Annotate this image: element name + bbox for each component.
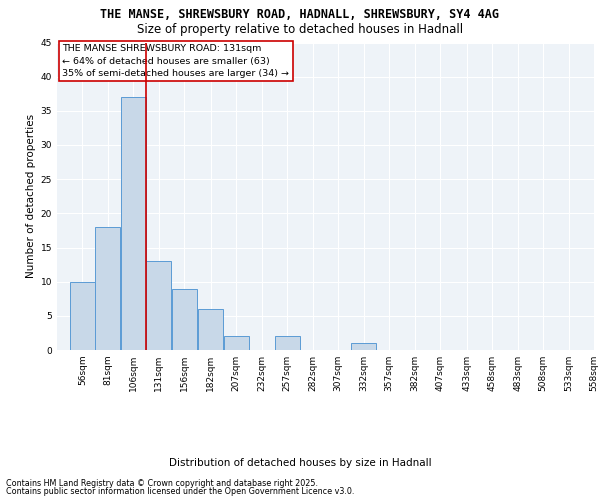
Text: Distribution of detached houses by size in Hadnall: Distribution of detached houses by size … <box>169 458 431 468</box>
Y-axis label: Number of detached properties: Number of detached properties <box>26 114 37 278</box>
Text: Contains public sector information licensed under the Open Government Licence v3: Contains public sector information licen… <box>6 487 355 496</box>
Bar <box>70 282 95 350</box>
Text: Contains HM Land Registry data © Crown copyright and database right 2025.: Contains HM Land Registry data © Crown c… <box>6 478 318 488</box>
Bar <box>199 309 223 350</box>
Bar <box>275 336 300 350</box>
Bar <box>224 336 249 350</box>
Text: THE MANSE, SHREWSBURY ROAD, HADNALL, SHREWSBURY, SY4 4AG: THE MANSE, SHREWSBURY ROAD, HADNALL, SHR… <box>101 8 499 20</box>
Bar <box>172 288 197 350</box>
Bar <box>351 343 376 350</box>
Text: THE MANSE SHREWSBURY ROAD: 131sqm
← 64% of detached houses are smaller (63)
35% : THE MANSE SHREWSBURY ROAD: 131sqm ← 64% … <box>62 44 289 78</box>
Bar <box>146 261 172 350</box>
Text: Size of property relative to detached houses in Hadnall: Size of property relative to detached ho… <box>137 22 463 36</box>
Bar <box>121 97 146 350</box>
Bar <box>95 227 121 350</box>
